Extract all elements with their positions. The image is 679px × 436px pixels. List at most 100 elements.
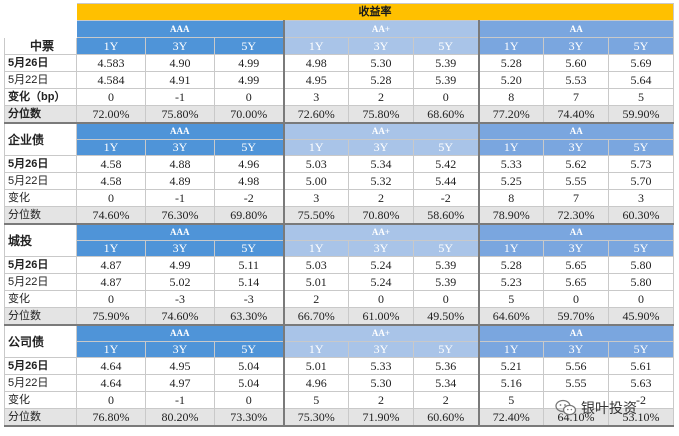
value-cell: 5.34	[348, 155, 414, 173]
value-cell: 5.39	[413, 54, 480, 72]
table-row: 变化（bp） 0 -1 0 3 2 0 8 7 5	[4, 88, 674, 106]
value-cell: 5.24	[348, 256, 414, 274]
value-cell: 78.90%	[478, 206, 544, 225]
tenor-header: 5Y	[413, 341, 480, 358]
value-cell: 5.39	[413, 273, 480, 291]
value-cell: 4.91	[145, 71, 215, 89]
value-cell: 4.88	[145, 155, 215, 173]
value-cell: 74.60%	[145, 307, 215, 326]
value-cell: 2	[348, 88, 414, 106]
value-cell: 70.00%	[214, 105, 285, 124]
tenor-header: 1Y	[283, 240, 349, 257]
value-cell: 5.56	[543, 357, 609, 375]
value-cell: 4.584	[76, 71, 146, 89]
table-row: 5月22日 4.87 5.02 5.14 5.01 5.24 5.39 5.23 5.65 5.8…	[4, 273, 674, 291]
value-cell: 4.58	[76, 172, 146, 190]
value-cell: 5.73	[608, 155, 674, 173]
spacer-cell	[4, 20, 77, 38]
tenor-header: 5Y	[413, 240, 480, 257]
value-cell: 0	[76, 290, 146, 308]
table-row: 5月26日 4.64 4.95 5.04 5.01 5.33 5.36 5.21 5.56 5.6…	[4, 357, 674, 375]
value-cell: 53.10%	[608, 408, 674, 427]
value-cell: 0	[413, 290, 480, 308]
value-cell: 5.80	[608, 256, 674, 274]
value-cell: 0	[76, 88, 146, 106]
value-cell: 4.96	[214, 155, 285, 173]
value-cell: 59.70%	[543, 307, 609, 326]
section-name: 企业债	[4, 122, 77, 156]
row-label: 5月22日	[4, 172, 77, 190]
value-cell: 5.70	[608, 172, 674, 190]
grade-header: AAA	[76, 223, 285, 241]
value-cell: 75.30%	[283, 408, 349, 427]
tenor-header: 1Y	[283, 139, 349, 156]
value-cell: 75.50%	[283, 206, 349, 225]
value-cell: 5.39	[413, 256, 480, 274]
value-cell: 4.99	[214, 71, 285, 89]
value-cell: 5.53	[543, 71, 609, 89]
yield-spreadsheet: 收益率 AAA AA+ AA 中票 1Y 3Y 5Y 1Y 3Y 5Y 1Y 3Y 5Y 5月26日 4.58…	[4, 3, 674, 427]
tenor-header: 3Y	[145, 341, 215, 358]
tenor-header: 1Y	[76, 341, 146, 358]
row-label: 5月26日	[4, 54, 77, 72]
section-name: 城投	[4, 223, 77, 257]
grade-header: AAA	[76, 324, 285, 342]
grade-header: AAA	[76, 20, 285, 38]
value-cell: -3	[145, 290, 215, 308]
row-label: 5月22日	[4, 273, 77, 291]
value-cell: -2	[608, 391, 674, 409]
tenor-header: 5Y	[214, 139, 285, 156]
value-cell: 2	[413, 391, 480, 409]
value-cell: 5.65	[543, 256, 609, 274]
row-label: 分位数	[4, 105, 77, 124]
tenor-header-row: 1Y 3Y 5Y 1Y 3Y 5Y 1Y 3Y 5Y	[5, 240, 674, 257]
tenor-header: 1Y	[478, 139, 544, 156]
value-cell: 5.25	[478, 172, 544, 190]
value-cell: 0	[214, 391, 285, 409]
value-cell: 8	[478, 88, 544, 106]
watermark: 银叶投资	[555, 398, 637, 418]
value-cell: 72.60%	[283, 105, 349, 124]
value-cell: 66.70%	[283, 307, 349, 326]
value-cell: 5.65	[543, 273, 609, 291]
value-cell: 74.40%	[543, 105, 609, 124]
value-cell: 64.60%	[478, 307, 544, 326]
value-cell: 5.03	[283, 256, 349, 274]
value-cell: 76.80%	[76, 408, 146, 427]
section-name: 公司债	[4, 324, 77, 358]
value-cell: 5.24	[348, 273, 414, 291]
value-cell: 4.95	[283, 71, 349, 89]
value-cell: 4.64	[76, 357, 146, 375]
tenor-header: 3Y	[543, 139, 609, 156]
value-cell: 2	[348, 391, 414, 409]
value-cell: 5.28	[478, 54, 544, 72]
tenor-header: 3Y	[543, 37, 609, 55]
tenor-header-row: 1Y 3Y 5Y 1Y 3Y 5Y 1Y 3Y 5Y	[5, 139, 674, 156]
value-cell: 5.04	[214, 374, 285, 392]
tenor-header: 1Y	[283, 37, 349, 55]
value-cell: -1	[145, 88, 215, 106]
value-cell: 5.28	[478, 256, 544, 274]
tenor-header: 1Y	[76, 139, 146, 156]
value-cell: -1	[145, 391, 215, 409]
value-cell: 0	[608, 290, 674, 308]
value-cell: 4.99	[145, 256, 215, 274]
value-cell: 4.98	[283, 54, 349, 72]
table-row: 5月26日 4.583 4.90 4.99 4.98 5.30 5.39 5.28 5.60 5.…	[4, 54, 674, 72]
value-cell: 5.44	[413, 172, 480, 190]
value-cell: 5.00	[283, 172, 349, 190]
table-row: 分位数 75.90% 74.60% 63.30% 66.70% 61.00% 49.50% 6…	[4, 307, 674, 326]
value-cell: 4.583	[76, 54, 146, 72]
table-row: 变化 0 -1 -2 3 2 -2 8 7 3	[4, 189, 674, 207]
value-cell: 5.30	[348, 374, 414, 392]
grade-header-row: 城投 AAA AA+ AA	[4, 223, 674, 257]
tenor-header: 5Y	[413, 139, 480, 156]
value-cell: 5.33	[348, 357, 414, 375]
value-cell: 77.20%	[478, 105, 544, 124]
wechat-icon	[555, 399, 577, 416]
row-label: 变化	[4, 290, 77, 308]
grade-header: AA	[478, 122, 674, 140]
tenor-header: 1Y	[76, 240, 146, 257]
table-row: 分位数 72.00% 75.80% 70.00% 72.60% 75.80% 68.60% 7…	[4, 105, 674, 124]
row-label: 分位数	[4, 307, 77, 326]
